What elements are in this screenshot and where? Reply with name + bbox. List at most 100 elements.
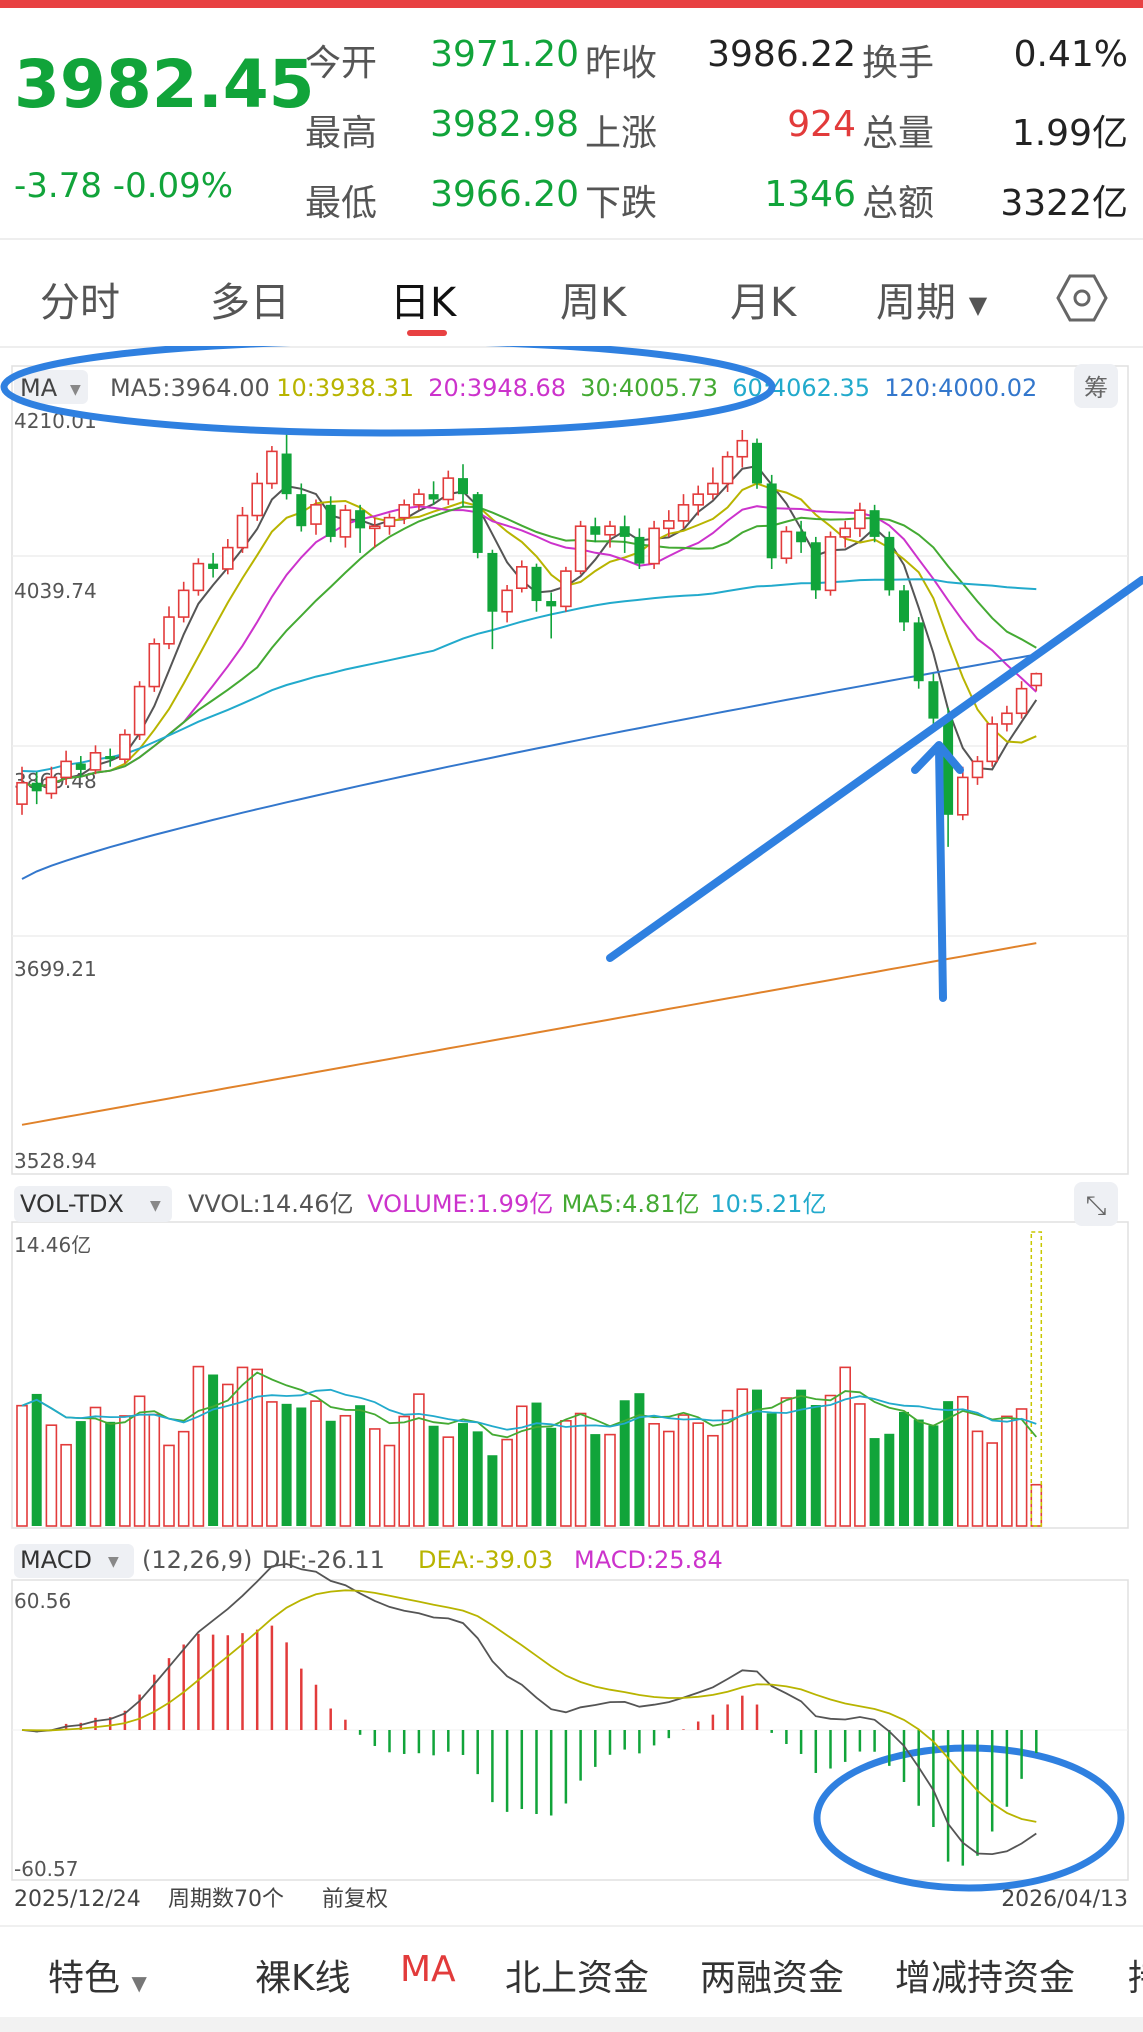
volume-bar-down [531,1402,542,1526]
tab-period[interactable]: 周期 ▼ [876,270,987,328]
volume-panel-frame [11,1221,1129,1529]
candle-body-up [839,527,852,538]
candle-body-up [310,504,322,525]
expand-icon: ⤡ [1086,1191,1107,1221]
volume-bar-down [458,1423,468,1526]
ma-line-ma30 [21,505,1037,789]
volume-bar-up [383,1444,396,1527]
kline-chart-svg[interactable]: MA ▼ MA5:3964.00 10:3938.31 20:3948.68 30:400… [0,337,1143,1912]
tab-weekly-k[interactable]: 周K [560,280,627,326]
candle-body-down [943,718,954,815]
tab-monthly-k[interactable]: 月K [730,280,797,326]
nav-holding-change-funds[interactable]: 增减持资金 [895,1958,1076,1999]
price-axis-tick: 3699.21 [14,957,97,981]
nav-northbound-funds[interactable]: 北上资金 [505,1958,650,1999]
caret-down-icon: ▼ [108,1554,119,1570]
candle-body-up [515,566,528,590]
volume-bar-up [501,1438,513,1527]
volume-bar-down [546,1427,557,1526]
candle-body-down [590,526,601,535]
stat-value: 1.99亿 [1011,113,1128,154]
ma-legend-item: 120:4000.02 [884,374,1037,402]
tab-daily-k[interactable]: 日K [390,280,457,326]
candle-body-up [574,525,587,572]
indicator-selector-vol[interactable] [14,1186,172,1222]
candle-body-down [752,442,762,484]
volume-bar-up [692,1422,705,1527]
volume-bar-down [281,1403,292,1526]
candle-body-up [501,589,513,613]
volume-ma10-line [21,1388,1037,1431]
bottom-bar [0,2017,1143,2032]
chip-distribution-label: 筹 [1084,374,1108,402]
indicator-selector-macd[interactable] [14,1544,134,1578]
stat-value: 3322亿 [1000,183,1128,224]
volume-bar-up [515,1405,528,1527]
volume-bar-down [472,1431,483,1526]
volume-bar-up [45,1424,58,1527]
candle-body-down [428,494,439,500]
macd-legend-item: DEA:-39.03 [418,1546,553,1574]
stat-value: 3986.22 [707,34,856,75]
candle-body-down [928,681,939,719]
candle-body-up [721,455,734,485]
volume-bar-up [1001,1415,1013,1527]
caret-down-icon: ▼ [131,1971,147,1995]
active-tab-indicator [407,330,447,336]
volume-bar-down [899,1411,909,1526]
ma-line-ma250 [21,942,1037,1126]
nav-featured-label: 特色 [48,1958,121,1999]
candle-body-down [105,756,116,760]
tab-intraday[interactable]: 分时 [40,280,120,326]
volume-projection-bar [1030,1231,1043,1527]
chip-distribution-button[interactable] [1074,364,1118,408]
volume-bar-down [325,1420,336,1526]
candle-body-up [339,509,352,538]
quote-header: 3982.45 -3.78 -0.09% 今开 3971.20 昨收 3986.22 换… [0,8,1143,238]
volume-bar-down [355,1405,366,1526]
volume-bar-down [634,1393,645,1526]
nav-margin-funds[interactable]: 两融资金 [700,1958,845,1999]
ma-line-ma10 [21,482,1037,789]
expand-button[interactable] [1074,1182,1118,1226]
volume-bar-up [780,1397,793,1527]
volume-bar-up [971,1430,984,1527]
volume-bar-up [721,1409,734,1527]
annotation-arrow-head [911,741,964,774]
stat-label: 最高 [305,113,378,154]
hexagon-settings-icon[interactable] [1056,272,1108,324]
volume-bar-up [1015,1408,1028,1527]
change-percent: -0.09% [112,166,234,206]
vol-legend-item: 10:5.21亿 [710,1190,826,1218]
volume-bar-down [869,1438,880,1526]
nav-more[interactable]: 持 [1128,1949,1143,2001]
volume-bar-up [824,1394,837,1527]
nav-featured[interactable]: 特色 ▼ [48,1949,147,2001]
indicator-selector-label: MACD [20,1546,92,1574]
volume-bar-down [884,1433,895,1526]
volume-bar-up [133,1395,146,1527]
nav-ma[interactable]: MA [400,1949,456,1990]
candle-body-up [133,685,146,736]
candle-body-down [810,542,821,591]
candle-body-up [854,509,866,530]
candle-body-up [1001,712,1013,725]
volume-bar-up [251,1368,263,1527]
stat-label: 总额 [862,183,935,224]
ma-line-ma20 [21,505,1037,789]
candle-body-up [89,752,102,771]
candle-body-down [766,483,777,559]
chart-area: MA ▼ MA5:3964.00 10:3938.31 20:3948.68 30:400… [0,337,1143,1912]
annotation-ellipse-macd [813,1744,1125,1892]
caret-down-icon: ▼ [70,382,81,398]
candle-body-down [31,782,42,792]
nav-naked-k[interactable]: 裸K线 [255,1958,351,1999]
footer-adjust-mode: 前复权 [322,1887,388,1910]
indicator-selector-ma[interactable] [14,370,88,404]
volume-bar-up [677,1414,690,1527]
volume-bar-up [560,1420,572,1527]
volume-axis-max: 14.46亿 [14,1233,91,1257]
volume-bar-up [368,1428,381,1527]
tab-multi-day[interactable]: 多日 [210,280,290,326]
candle-body-down [531,566,542,602]
